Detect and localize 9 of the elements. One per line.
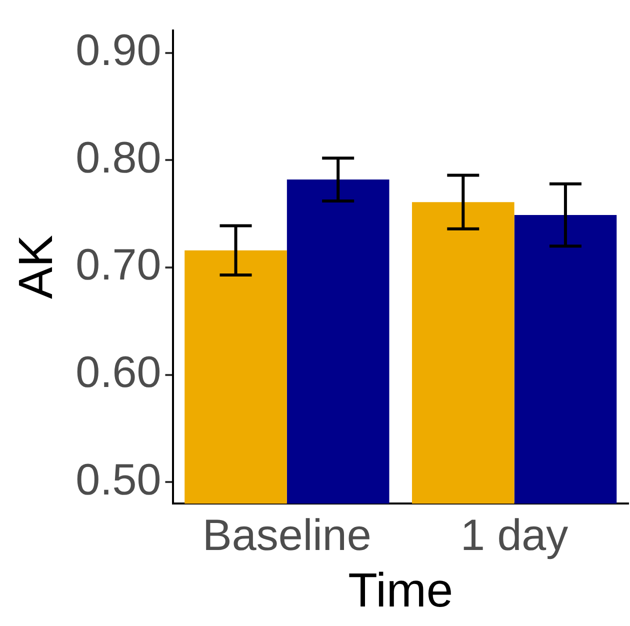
y-tick-label: 0.90 [76,26,162,76]
x-axis-title: Time [348,564,454,618]
x-tick-label: Baseline [202,511,372,560]
y-tick-label: 0.50 [76,455,162,504]
y-tick-label: 0.70 [76,240,162,290]
y-axis-title: AK [10,234,64,300]
y-tick-label: 0.60 [76,348,162,397]
x-tick-label: 1 day [460,511,568,560]
y-tick-label: 0.80 [76,133,162,182]
